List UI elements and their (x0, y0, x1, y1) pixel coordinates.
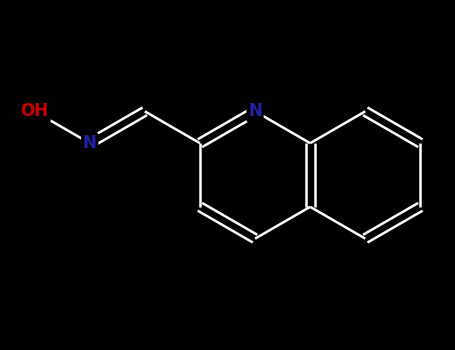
Text: N: N (248, 102, 262, 120)
Text: OH: OH (20, 102, 49, 120)
Text: N: N (83, 134, 96, 152)
